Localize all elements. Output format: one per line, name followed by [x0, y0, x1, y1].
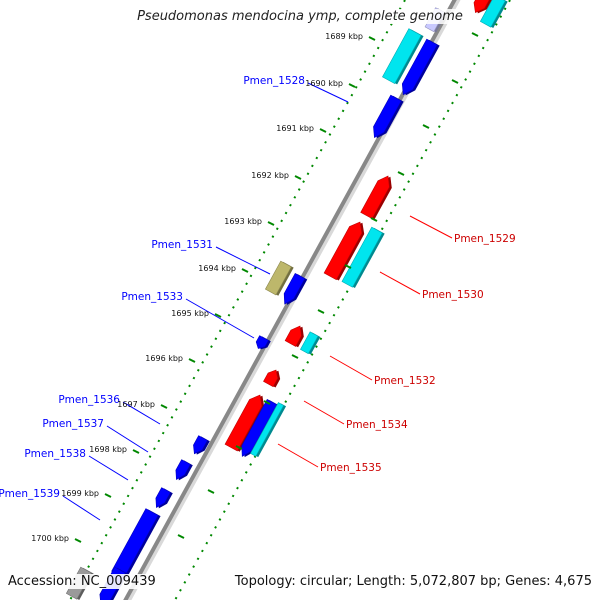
callout-line-right [303, 400, 345, 425]
kbp-label: 1699 kbp [61, 489, 99, 498]
feature-forward-1530[interactable] [323, 221, 363, 281]
kbp-tick [241, 268, 249, 273]
kbp-tick-right [471, 32, 479, 37]
callout-line-right [277, 443, 319, 468]
feature-other-1531[interactable] [264, 260, 292, 296]
feature-rna-1532[interactable] [300, 331, 319, 355]
kbp-tick [294, 175, 302, 180]
gene-label-left[interactable]: Pmen_1536 [58, 394, 120, 406]
kbp-tick [368, 36, 376, 41]
left-tick-track [69, 0, 406, 600]
callout-line-right [329, 355, 373, 381]
callouts-layer: Pmen_1528 Pmen_1531 Pmen_1533 Pmen_1536 Pmen… [0, 75, 516, 521]
feature-reverse-1528[interactable] [373, 94, 402, 138]
feature-rna-top-right[interactable] [479, 0, 506, 28]
kbp-tick-right [235, 445, 243, 450]
gene-label-left[interactable]: Pmen_1537 [42, 418, 104, 430]
kbp-label: 1698 kbp [89, 445, 127, 454]
feature-forward-top-right[interactable] [473, 0, 490, 13]
feature-reverse-1538[interactable] [155, 487, 171, 509]
kbp-tick [132, 449, 140, 454]
genome-title: Pseudomonas mendocina ymp, complete geno… [0, 9, 600, 24]
kbp-tick [214, 313, 222, 318]
kbp-label: 1689 kbp [325, 32, 363, 41]
kbp-tick [160, 404, 168, 409]
kbp-tick-right [263, 400, 271, 405]
kbp-tick-right [370, 217, 378, 222]
gene-label-left[interactable]: Pmen_1538 [24, 448, 86, 460]
kbp-tick [104, 493, 112, 498]
gene-label-right[interactable]: Pmen_1535 [320, 462, 382, 474]
kbp-tick-right [291, 354, 299, 359]
feature-reverse-1531[interactable] [283, 272, 306, 305]
callout-line-left [215, 246, 271, 275]
kbp-label: 1697 kbp [117, 400, 155, 409]
kbp-label: 1700 kbp [31, 534, 69, 543]
feature-reverse-1535[interactable] [241, 398, 278, 457]
kbp-layer: 1689 kbp 1690 kbp 1691 kbp 1692 kbp 1693 kbp… [31, 32, 479, 543]
kbp-tick [267, 221, 275, 226]
kbp-tick-right [177, 534, 185, 539]
kbp-tick-right [344, 264, 352, 269]
callout-line-left [122, 401, 161, 425]
feature-reverse-1533[interactable] [255, 335, 269, 349]
kbp-tick [319, 128, 327, 133]
callout-line-right [379, 271, 421, 295]
accession-text: Accession: NC_009439 [8, 574, 156, 589]
feature-forward-1532[interactable] [284, 325, 302, 347]
callout-line-right [409, 215, 453, 239]
gene-label-left[interactable]: Pmen_1528 [243, 75, 305, 87]
kbp-tick [348, 83, 356, 88]
kbp-label: 1691 kbp [276, 124, 314, 133]
kbp-label: 1694 kbp [198, 264, 236, 273]
kbp-tick [188, 358, 196, 363]
right-tick-track [174, 0, 511, 600]
kbp-tick-right [317, 309, 325, 314]
feature-rna-top-left[interactable] [382, 28, 422, 85]
gene-label-left[interactable]: Pmen_1533 [121, 291, 183, 303]
genome-title-text: Pseudomonas mendocina ymp, complete geno… [134, 9, 466, 24]
kbp-label: 1693 kbp [224, 217, 262, 226]
kbp-tick-right [397, 171, 405, 176]
feature-forward-1534a[interactable] [263, 369, 279, 388]
callout-line-left [106, 425, 149, 453]
feature-rna-1535[interactable] [250, 402, 285, 457]
kbp-tick-right [207, 489, 215, 494]
kbp-tick-right [422, 124, 430, 129]
feature-rna-1530[interactable] [341, 226, 383, 288]
callout-line-left [88, 455, 129, 481]
callout-line-left [307, 82, 349, 103]
gene-label-right[interactable]: Pmen_1530 [422, 289, 484, 301]
feature-forward-1529[interactable] [360, 175, 390, 219]
gene-label-left[interactable]: Pmen_1531 [151, 239, 213, 251]
gene-label-right[interactable]: Pmen_1529 [454, 233, 516, 245]
kbp-label: 1695 kbp [171, 309, 209, 318]
gene-label-right[interactable]: Pmen_1534 [346, 419, 408, 431]
topology-text: Topology: circular; Length: 5,072,807 bp… [234, 574, 592, 589]
kbp-label: 1690 kbp [305, 79, 343, 88]
feature-reverse-1537[interactable] [175, 459, 191, 481]
kbp-tick [74, 538, 82, 543]
gene-label-right[interactable]: Pmen_1532 [374, 375, 436, 387]
kbp-label: 1692 kbp [251, 171, 289, 180]
feature-reverse-1536[interactable] [193, 435, 208, 455]
callout-line-left [62, 495, 101, 521]
gene-label-left[interactable]: Pmen_1539 [0, 488, 60, 500]
feature-forward-1534b[interactable] [224, 394, 263, 452]
callout-line-left [185, 298, 255, 339]
kbp-label: 1696 kbp [145, 354, 183, 363]
kbp-tick-right [451, 79, 459, 84]
feature-reverse-top[interactable] [401, 38, 438, 96]
